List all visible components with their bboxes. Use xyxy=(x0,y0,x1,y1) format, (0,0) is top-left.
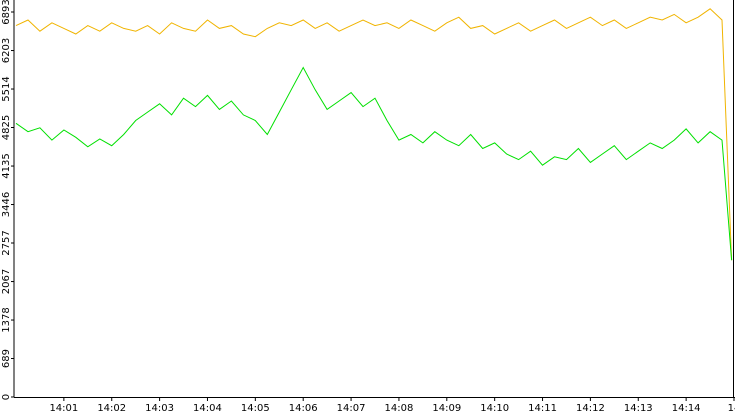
y-tick-label: 4825 xyxy=(1,115,12,140)
y-tick-label: 2757 xyxy=(1,230,12,255)
y-tick-label: 4135 xyxy=(1,153,12,178)
x-tick-label: 14:05 xyxy=(241,403,270,414)
x-tick-label: 14:10 xyxy=(480,403,509,414)
y-tick-label: 6203 xyxy=(1,38,12,63)
x-tick-label: 14:03 xyxy=(145,403,174,414)
x-tick-label: 14:06 xyxy=(289,403,318,414)
x-tick-label: 14:01 xyxy=(49,403,78,414)
x-tick-label: 14:08 xyxy=(385,403,414,414)
x-tick-label: 14:11 xyxy=(528,403,557,414)
series-line xyxy=(15,8,733,261)
y-tick-label: 3446 xyxy=(1,192,12,217)
y-tick-label: 2067 xyxy=(1,269,12,294)
y-tick-label: 0 xyxy=(1,394,12,400)
series-line xyxy=(15,66,733,261)
x-tick-label: 14:12 xyxy=(576,403,605,414)
x-tick-label: 14:04 xyxy=(193,403,222,414)
x-tick-label: 14:14 xyxy=(672,403,701,414)
y-tick-label: 5514 xyxy=(1,76,12,101)
y-tick-label: 1378 xyxy=(1,307,12,332)
x-tick-label: 14:09 xyxy=(432,403,461,414)
y-tick-label: 689 xyxy=(1,349,12,368)
x-tick-label: 14:02 xyxy=(97,403,126,414)
y-tick-label: 6893 xyxy=(1,0,12,25)
x-tick-label: 14:13 xyxy=(624,403,653,414)
x-tick-label: 14 xyxy=(728,403,735,414)
x-tick-label: 14:07 xyxy=(337,403,366,414)
